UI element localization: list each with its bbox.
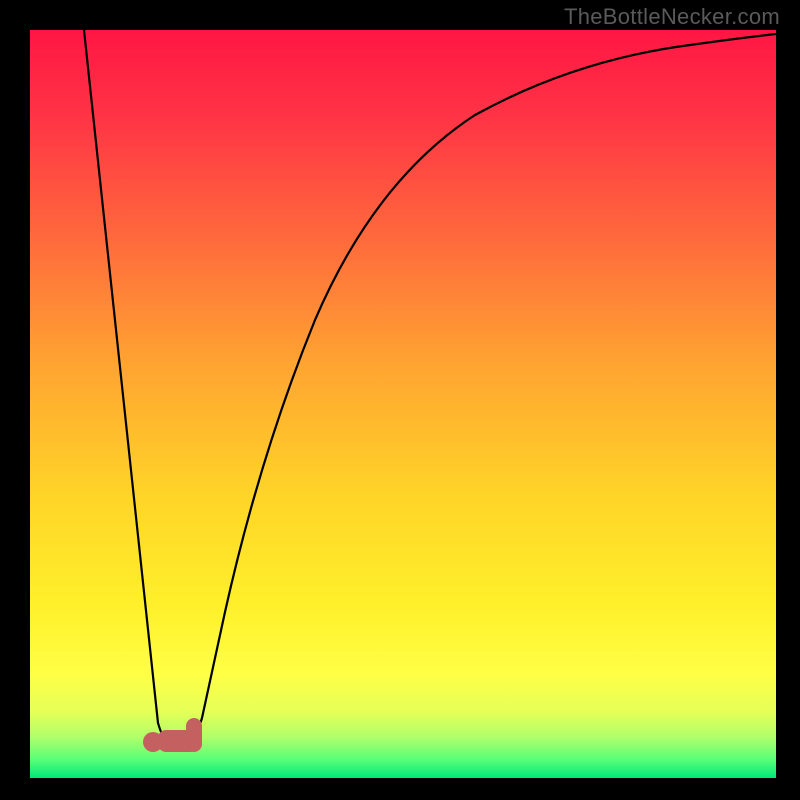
plot-area (30, 30, 776, 778)
bottleneck-curve (84, 30, 776, 748)
watermark-text: TheBottleNecker.com (564, 4, 780, 30)
curve-layer (30, 30, 776, 778)
highlight-marker (186, 718, 202, 752)
